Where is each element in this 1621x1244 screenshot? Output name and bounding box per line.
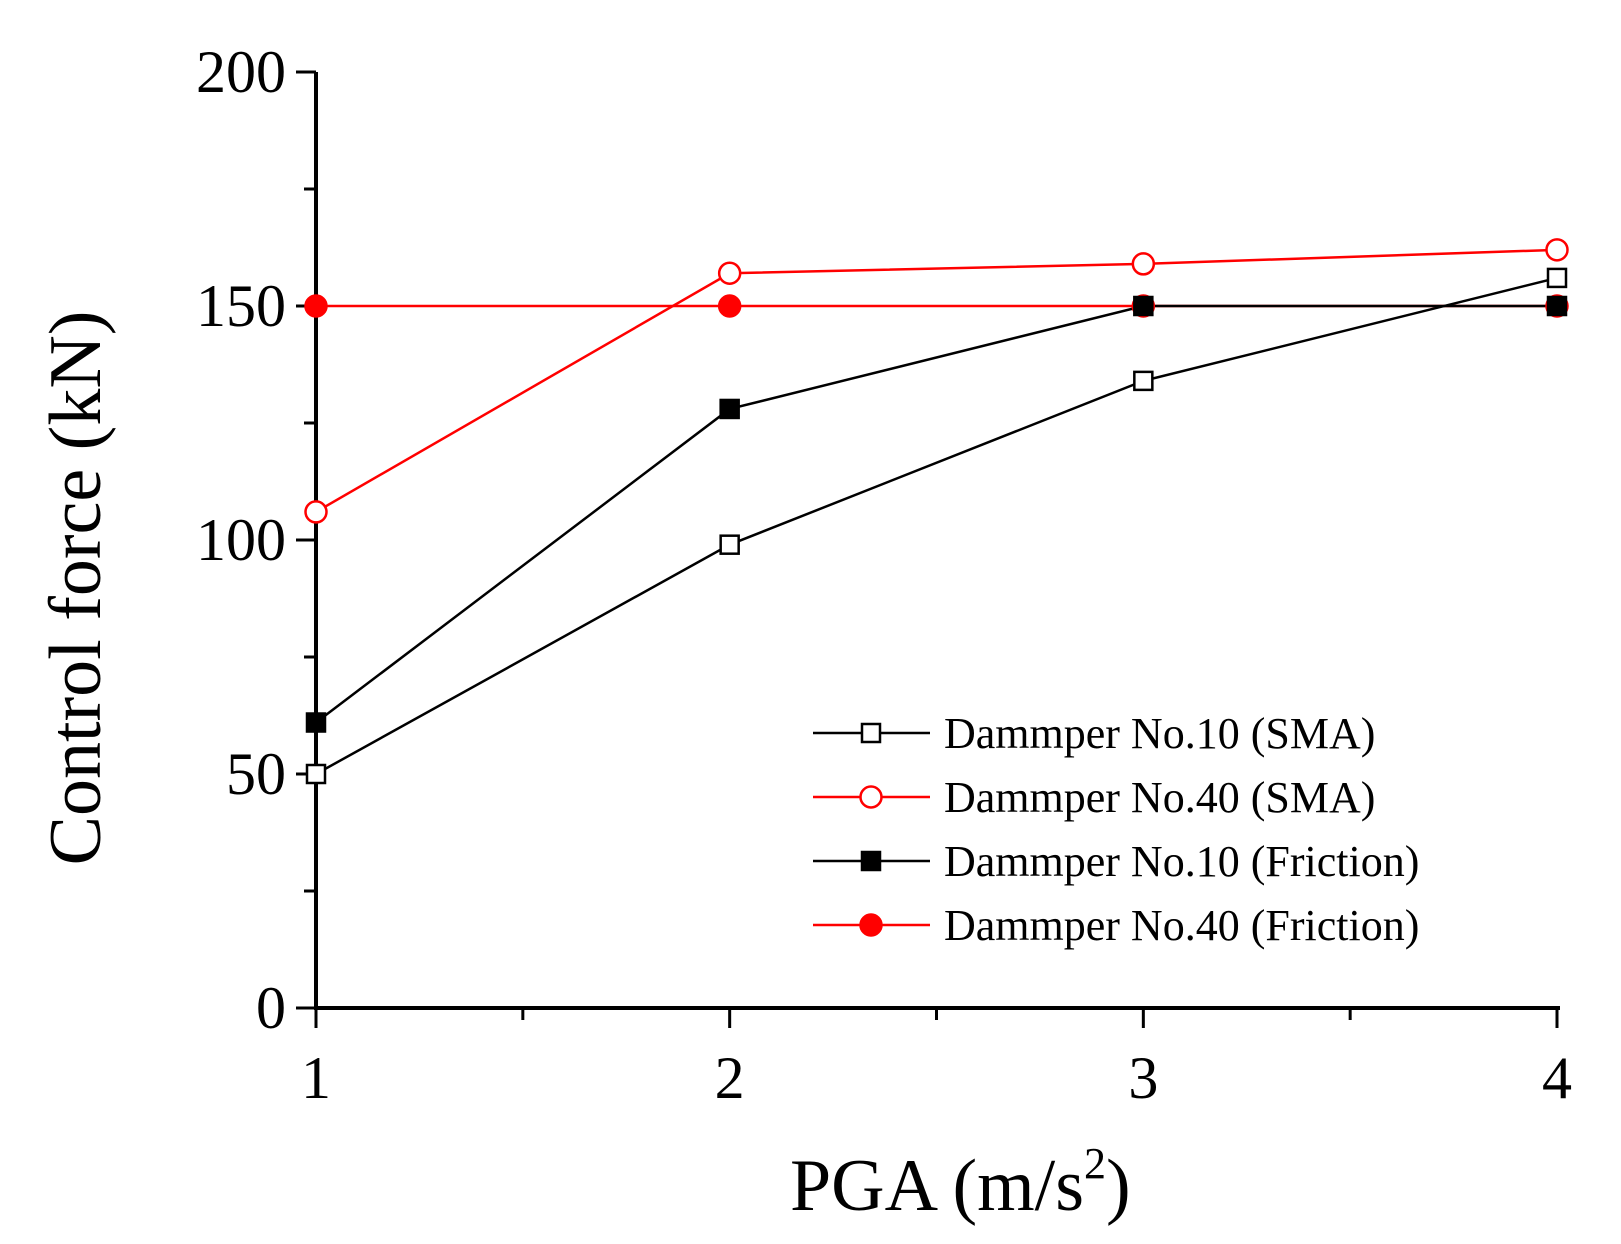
- series-3-point: [1546, 295, 1568, 317]
- series-line-1: [315, 276, 1558, 776]
- series-layer: [304, 238, 1569, 785]
- y-tick-label: 0: [256, 975, 286, 1041]
- series-3-point: [719, 398, 740, 420]
- legend-marker-1: [860, 722, 882, 744]
- x-tick-label: 1: [301, 1045, 331, 1111]
- legend-marker-2: [859, 785, 883, 809]
- series-2-point: [304, 500, 328, 524]
- y-tick-label: 50: [226, 741, 286, 807]
- x-tick-label: 2: [715, 1045, 745, 1111]
- x-axis-title-main: PGA (m/s: [790, 1145, 1084, 1227]
- series-line-2: [315, 248, 1558, 514]
- y-tick-label: 150: [196, 273, 286, 339]
- series-4-point: [717, 294, 742, 318]
- x-tick-label: 3: [1128, 1045, 1158, 1111]
- y-tick-label: 100: [196, 507, 286, 573]
- x-axis-title-close: ): [1106, 1145, 1131, 1227]
- y-tick-label: 200: [196, 39, 286, 105]
- series-2-point: [1545, 238, 1569, 262]
- series-3-point: [1133, 295, 1154, 317]
- axes: 0 50 100 150 200 1 2 3 4: [196, 39, 1572, 1111]
- x-tick-label: 4: [1542, 1045, 1572, 1111]
- series-1-point: [1546, 267, 1568, 289]
- legend-marker-4: [859, 913, 883, 937]
- series-3-point: [305, 712, 327, 733]
- legend-label-1: Dammper No.10 (SMA): [944, 709, 1375, 758]
- legend-marker-3: [860, 850, 882, 872]
- legend-label-4: Dammper No.40 (Friction): [944, 901, 1419, 950]
- series-line-3: [315, 304, 1557, 724]
- series-1-point: [719, 534, 740, 555]
- series-1-point: [1133, 370, 1154, 392]
- series-4-point: [304, 294, 328, 318]
- legend: Dammper No.10 (SMA) Dammper No.40 (SMA) Da…: [813, 709, 1419, 950]
- series-2-point: [717, 261, 742, 285]
- series-2-point: [1131, 252, 1156, 276]
- x-axis-title-superscript: 2: [1084, 1139, 1106, 1188]
- x-axis-title: PGA (m/s2): [790, 1139, 1131, 1227]
- y-axis-title: Control force (kN): [35, 311, 117, 866]
- legend-label-3: Dammper No.10 (Friction): [944, 837, 1419, 886]
- legend-label-2: Dammper No.40 (SMA): [944, 773, 1375, 822]
- series-1-point: [305, 763, 327, 785]
